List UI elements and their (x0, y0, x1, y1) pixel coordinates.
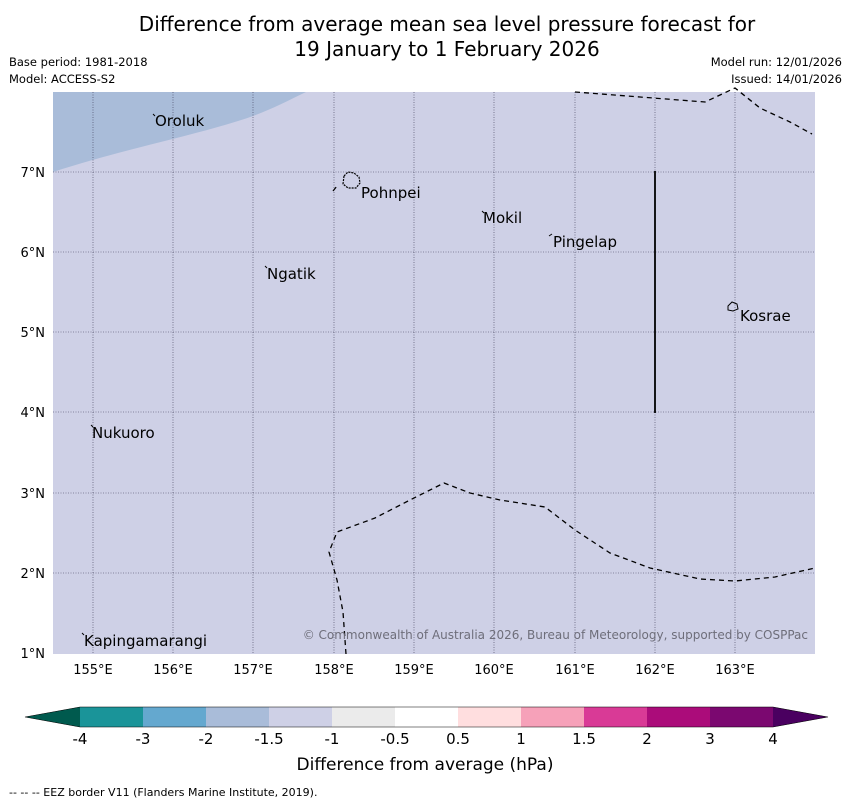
meta-left: Base period: 1981-2018 Model: ACCESS-S2 (9, 54, 148, 88)
colorbar-tick-label: -1.5 (254, 730, 284, 748)
colorbar-tick-label: 2 (642, 730, 652, 748)
lon-label-158: 158°E (314, 663, 354, 678)
lat-label-4: 4°N (21, 406, 46, 421)
eez-border-pohnpei (332, 185, 338, 192)
colorbar-tick-label: 0.5 (446, 730, 470, 748)
colorbar-segment (395, 707, 458, 727)
lon-label-159: 159°E (394, 663, 434, 678)
lon-label-161: 161°E (555, 663, 595, 678)
issued-date: Issued: 14/01/2026 (731, 72, 842, 86)
colorbar-tick-label: 1 (516, 730, 526, 748)
colorbar-outline (24, 706, 829, 728)
pohnpei-island (342, 171, 361, 189)
lon-label-156: 156°E (153, 663, 193, 678)
lon-label-162: 162°E (635, 663, 675, 678)
base-period: Base period: 1981-2018 (9, 55, 148, 69)
colorbar-tick-label: 3 (705, 730, 715, 748)
eez-border-north (574, 87, 813, 135)
colorbar-segment (710, 707, 773, 727)
label-ngatik: Ngatik (267, 265, 316, 283)
kapingamarangi-island (81, 632, 85, 636)
label-nukuoro: Nukuoro (92, 424, 155, 442)
eez-border-south (328, 482, 816, 655)
label-mokil: Mokil (483, 209, 522, 227)
label-oroluk: Oroluk (155, 112, 204, 130)
lat-label-7: 7°N (21, 166, 46, 181)
colorbar-title: Difference from average (hPa) (296, 755, 554, 775)
colorbar-segment (269, 707, 332, 727)
lon-label-160: 160°E (474, 663, 514, 678)
mokil-island (481, 210, 485, 214)
colorbar-tick-label: 1.5 (572, 730, 596, 748)
colorbar-segment (80, 707, 143, 727)
lat-label-6: 6°N (21, 246, 46, 261)
title-line-1: Difference from average mean sea level p… (138, 12, 756, 36)
colorbar-tick-label: -2 (198, 730, 214, 748)
copyright-notice: © Commonwealth of Australia 2026, Bureau… (302, 628, 808, 642)
colorbar-tick-label: -0.5 (380, 730, 410, 748)
lat-label-2: 2°N (21, 567, 46, 582)
oroluk-island (152, 113, 156, 117)
colorbar-tick-label: -1 (324, 730, 340, 748)
nukuoro-island (90, 424, 94, 428)
colorbar-segment (521, 707, 584, 727)
ngatik-island (264, 265, 268, 269)
colorbar-tick-label: 4 (768, 730, 778, 748)
colorbar-segment (143, 707, 206, 727)
latitude-axis: 7°N 6°N 5°N 4°N 3°N 2°N 1°N (21, 166, 46, 662)
colorbar-segment (647, 707, 710, 727)
colorbar (24, 706, 829, 728)
label-pohnpei: Pohnpei (361, 184, 421, 202)
colorbar-arrow-high (773, 707, 828, 727)
pingelap-island (548, 233, 553, 237)
colorbar-arrow-low (25, 707, 80, 727)
model-run: Model run: 12/01/2026 (710, 55, 842, 69)
lat-label-1: 1°N (21, 647, 46, 662)
colorbar-tick-label: -3 (135, 730, 151, 748)
model-name: Model: ACCESS-S2 (9, 72, 116, 86)
colorbar-segment (206, 707, 269, 727)
anomaly-region (53, 92, 306, 172)
colorbar-segment (458, 707, 521, 727)
title-line-2: 19 January to 1 February 2026 (294, 37, 600, 61)
meta-right: Model run: 12/01/2026 Issued: 14/01/2026 (711, 54, 842, 88)
small-islands (81, 113, 553, 636)
lon-label-163: 163°E (715, 663, 755, 678)
eez-borders (328, 87, 816, 655)
label-kosrae: Kosrae (740, 307, 791, 325)
lat-label-5: 5°N (21, 326, 46, 341)
label-kapingamarangi: Kapingamarangi (84, 632, 207, 650)
lat-label-3: 3°N (21, 487, 46, 502)
map-background (53, 92, 815, 654)
longitude-axis: 155°E 156°E 157°E 158°E 159°E 160°E 161°… (73, 663, 755, 678)
lon-label-155: 155°E (73, 663, 113, 678)
lon-label-157: 157°E (233, 663, 273, 678)
map-title: Difference from average mean sea level p… (0, 12, 850, 62)
graticule (53, 92, 815, 654)
label-pingelap: Pingelap (553, 233, 617, 251)
kosrae-island (727, 301, 739, 312)
colorbar-segment (584, 707, 647, 727)
eez-legend-note: -- -- -- EEZ border V11 (Flanders Marine… (9, 786, 318, 799)
colorbar-segment (332, 707, 395, 727)
colorbar-tick-label: -4 (72, 730, 88, 748)
colorbar-tick-labels: -4 -3 -2 -1.5 -1 -0.5 0.5 1 1.5 2 3 4 (0, 730, 850, 750)
